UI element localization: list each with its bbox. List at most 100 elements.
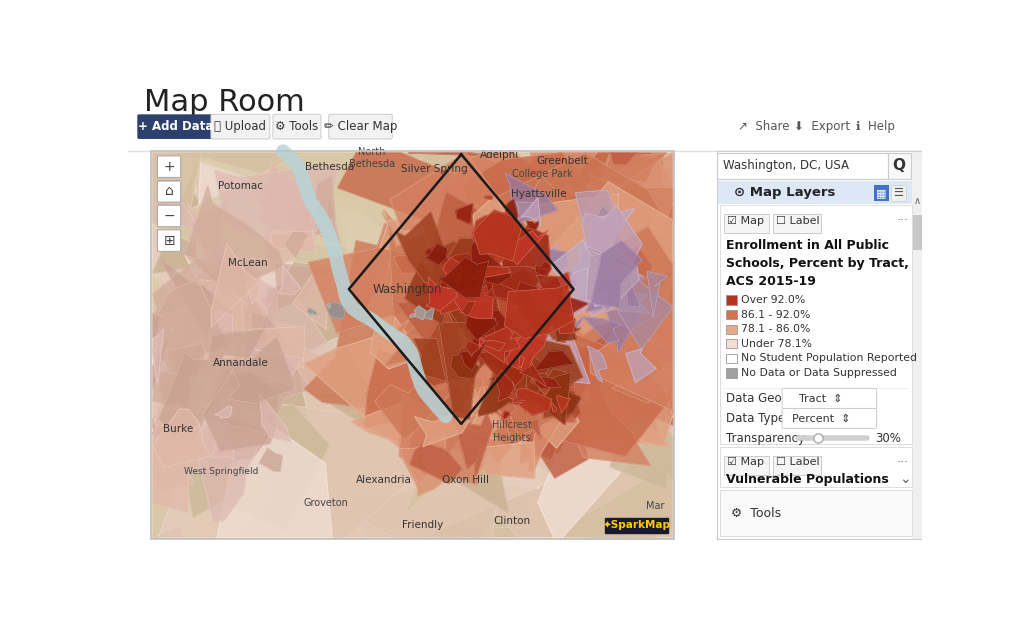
Polygon shape — [230, 327, 304, 368]
Polygon shape — [510, 454, 560, 532]
Polygon shape — [487, 409, 653, 538]
Polygon shape — [267, 240, 504, 520]
Polygon shape — [228, 336, 296, 404]
Polygon shape — [530, 361, 559, 399]
Text: ⊞: ⊞ — [163, 233, 175, 248]
Polygon shape — [240, 239, 464, 538]
Polygon shape — [484, 196, 494, 199]
Polygon shape — [410, 385, 466, 444]
Polygon shape — [611, 370, 664, 403]
Polygon shape — [153, 259, 259, 370]
Text: 78.1 - 86.0%: 78.1 - 86.0% — [741, 324, 810, 334]
Polygon shape — [529, 272, 571, 313]
Polygon shape — [153, 461, 356, 538]
Polygon shape — [528, 419, 542, 439]
Polygon shape — [261, 188, 300, 256]
Polygon shape — [184, 374, 203, 400]
Polygon shape — [393, 210, 539, 286]
Polygon shape — [228, 400, 464, 538]
Polygon shape — [452, 306, 537, 342]
Text: Adelphi: Adelphi — [480, 150, 519, 160]
Polygon shape — [484, 262, 546, 308]
Polygon shape — [472, 264, 592, 355]
Polygon shape — [346, 175, 416, 284]
FancyBboxPatch shape — [329, 115, 392, 139]
Polygon shape — [176, 383, 348, 538]
Polygon shape — [309, 168, 419, 250]
Polygon shape — [341, 153, 673, 436]
Polygon shape — [557, 256, 673, 434]
Polygon shape — [188, 219, 214, 248]
Polygon shape — [362, 469, 481, 538]
Bar — [720, 447, 912, 487]
Polygon shape — [409, 153, 488, 156]
Polygon shape — [153, 313, 161, 337]
Polygon shape — [522, 284, 673, 328]
Polygon shape — [324, 153, 545, 236]
Polygon shape — [508, 261, 530, 284]
Text: ✏ Clear Map: ✏ Clear Map — [324, 120, 397, 133]
Polygon shape — [474, 360, 532, 406]
Polygon shape — [153, 153, 480, 182]
Polygon shape — [612, 227, 673, 351]
Polygon shape — [540, 330, 580, 371]
Polygon shape — [514, 277, 567, 368]
Polygon shape — [153, 228, 393, 467]
Polygon shape — [510, 208, 519, 234]
Polygon shape — [422, 153, 673, 284]
Polygon shape — [153, 490, 197, 538]
Text: Over 92.0%: Over 92.0% — [741, 295, 805, 305]
Polygon shape — [287, 153, 431, 197]
Polygon shape — [625, 304, 673, 424]
Polygon shape — [324, 155, 374, 225]
Polygon shape — [485, 153, 673, 363]
Polygon shape — [183, 153, 424, 299]
Polygon shape — [383, 210, 505, 420]
Polygon shape — [450, 303, 584, 436]
Polygon shape — [435, 186, 673, 360]
Polygon shape — [153, 155, 395, 386]
Polygon shape — [531, 178, 590, 352]
Polygon shape — [221, 316, 603, 538]
Polygon shape — [556, 396, 570, 413]
Text: + Add Data: + Add Data — [138, 120, 214, 133]
Polygon shape — [410, 153, 673, 204]
Bar — [891, 185, 906, 201]
Text: +: + — [163, 160, 175, 174]
Polygon shape — [473, 210, 522, 261]
Text: Burke: Burke — [163, 423, 194, 433]
Bar — [726, 354, 737, 363]
Polygon shape — [452, 429, 673, 538]
Polygon shape — [614, 280, 673, 322]
Text: Clinton: Clinton — [494, 516, 530, 526]
Polygon shape — [445, 153, 579, 335]
Polygon shape — [537, 317, 566, 340]
Polygon shape — [334, 426, 435, 476]
Polygon shape — [438, 322, 481, 419]
Polygon shape — [516, 334, 523, 342]
Polygon shape — [472, 266, 511, 280]
Text: McLean: McLean — [228, 258, 268, 268]
Polygon shape — [529, 295, 594, 331]
Polygon shape — [349, 269, 471, 482]
Polygon shape — [228, 353, 399, 514]
Polygon shape — [153, 153, 433, 451]
Polygon shape — [240, 162, 500, 452]
Polygon shape — [332, 189, 414, 318]
Bar — [773, 456, 821, 475]
Polygon shape — [400, 378, 462, 433]
Polygon shape — [212, 439, 233, 461]
Polygon shape — [370, 317, 421, 369]
Polygon shape — [300, 153, 473, 266]
Polygon shape — [211, 243, 259, 327]
Polygon shape — [375, 153, 452, 215]
Polygon shape — [502, 310, 523, 326]
Text: 86.1 - 92.0%: 86.1 - 92.0% — [741, 310, 810, 319]
Polygon shape — [542, 155, 673, 257]
Polygon shape — [153, 370, 190, 409]
Polygon shape — [171, 153, 293, 307]
Polygon shape — [546, 462, 673, 538]
Polygon shape — [624, 204, 673, 330]
Polygon shape — [376, 203, 582, 339]
Polygon shape — [490, 366, 516, 420]
